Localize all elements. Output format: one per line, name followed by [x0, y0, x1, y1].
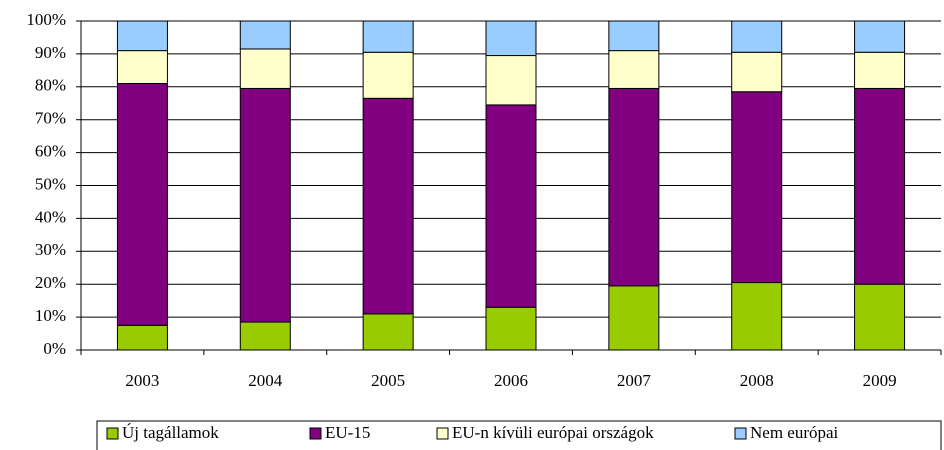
- bar-segment: [731, 282, 783, 351]
- legend-swatch: [734, 427, 747, 440]
- bar-segment: [485, 104, 537, 308]
- legend-swatch: [436, 427, 449, 440]
- bar-segment: [731, 51, 783, 93]
- bar-segment: [485, 306, 537, 351]
- y-tick-label: 80%: [35, 76, 66, 95]
- y-tick-label: 90%: [35, 43, 66, 62]
- bar-segment: [116, 83, 168, 326]
- bar-segment: [362, 20, 414, 53]
- y-tick-label: 20%: [35, 273, 66, 292]
- bar-segment: [608, 50, 660, 89]
- y-tick-label: 0%: [43, 339, 66, 358]
- bar-segment: [239, 87, 291, 323]
- bar-segment: [485, 20, 537, 57]
- bar-segment: [116, 20, 168, 52]
- bar-segment: [239, 321, 291, 351]
- y-tick-label: 100%: [26, 10, 66, 29]
- bar-segment: [731, 91, 783, 284]
- y-tick-label: 40%: [35, 207, 66, 226]
- y-tick-label: 30%: [35, 240, 66, 259]
- y-tick-label: 50%: [35, 174, 66, 193]
- legend-label: EU-n kívüli európai országok: [452, 423, 654, 442]
- bar-segment: [608, 285, 660, 351]
- bar-segment: [239, 20, 291, 50]
- x-tick-label: 2003: [125, 371, 159, 390]
- x-tick-label: 2008: [740, 371, 774, 390]
- bar-segment: [608, 87, 660, 287]
- x-tick-label: 2007: [617, 371, 652, 390]
- y-tick-label: 70%: [35, 109, 66, 128]
- bar-segment: [362, 313, 414, 351]
- bar-segment: [854, 87, 906, 285]
- bar-segment: [854, 283, 906, 351]
- y-tick-label: 10%: [35, 306, 66, 325]
- x-tick-label: 2004: [248, 371, 283, 390]
- bar-segment: [239, 48, 291, 89]
- legend-label: EU-15: [325, 423, 370, 442]
- bar-segment: [362, 51, 414, 99]
- legend-box: [96, 420, 942, 450]
- bar-segment: [731, 20, 783, 53]
- x-tick-label: 2006: [494, 371, 528, 390]
- legend-label: Nem európai: [750, 423, 839, 442]
- bar-segment: [608, 20, 660, 52]
- bar-segment: [854, 20, 906, 53]
- y-tick-label: 60%: [35, 142, 66, 161]
- legend-swatch: [309, 427, 322, 440]
- x-tick-label: 2009: [863, 371, 897, 390]
- legend-swatch: [106, 427, 119, 440]
- bar-segment: [116, 50, 168, 85]
- legend-label: Új tagállamok: [122, 423, 219, 442]
- bar-segment: [362, 97, 414, 315]
- bar-segment: [854, 51, 906, 89]
- bar-segment: [485, 55, 537, 106]
- bar-segment: [116, 324, 168, 351]
- x-tick-label: 2005: [371, 371, 405, 390]
